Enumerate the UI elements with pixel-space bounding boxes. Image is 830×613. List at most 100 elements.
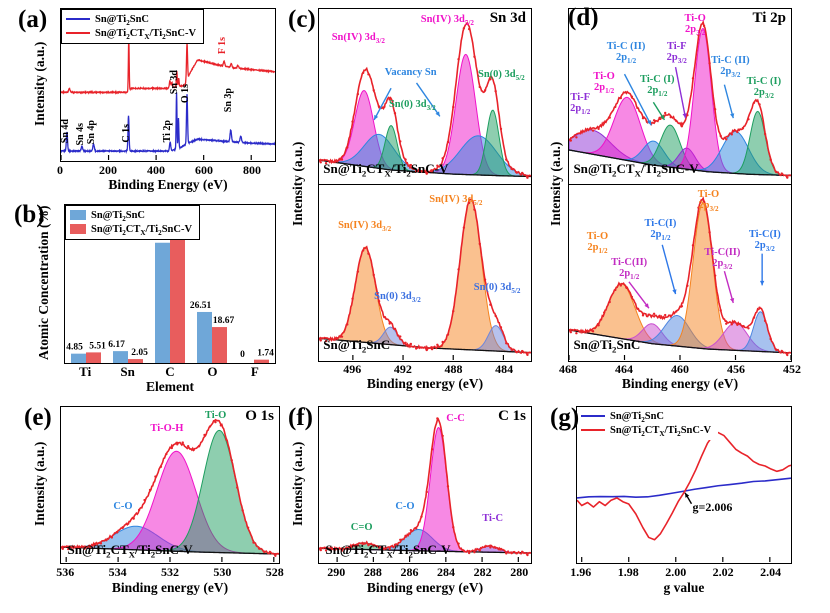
panel-g-x-ticks: 1.96 1.98 2.00 2.02 2.04 xyxy=(570,565,792,580)
legend-item: Sn@Ti2SnC xyxy=(70,208,192,222)
x-tick-label: 452 xyxy=(783,362,801,376)
peak-label: Ti-O 2p3/2 xyxy=(684,12,706,37)
category-label: F xyxy=(250,364,259,379)
x-tick-label: 468 xyxy=(559,362,577,376)
peak-label: Sn(IV) 3d5/2 xyxy=(429,193,483,207)
category-label: Ti xyxy=(79,364,92,379)
peak-label: C-O xyxy=(113,500,133,512)
legend-swatch xyxy=(70,224,86,234)
svg-text:4.85: 4.85 xyxy=(66,343,83,353)
legend-label: Sn@Ti2CTX/Ti2SnC-V xyxy=(91,223,193,237)
panel-d-bottom-plot: Ti-O 2p1/2 Ti-C(II) 2p1/2 Ti-C(I) 2p1/2 Ti-O 2p… xyxy=(568,184,792,362)
sample-label: Sn@Ti2CTX/Ti2SnC-V xyxy=(323,161,449,179)
x-tick-label: 1.98 xyxy=(617,565,639,579)
peak-label: Sn(0) 3d5/2 xyxy=(478,68,525,82)
panel-a-x-axis-label: Binding Energy (eV) xyxy=(108,177,228,192)
peak-label: Sn(IV) 3d3/2 xyxy=(331,31,385,45)
panel-a-tag: (a) xyxy=(18,6,48,33)
peak-label: Ti-C (II) 2p3/2 xyxy=(711,54,750,79)
svg-text:5.51: 5.51 xyxy=(89,341,106,351)
legend-label: Sn@Ti2CTX/Ti2SnC-V xyxy=(610,424,712,438)
svg-text:1.74: 1.74 xyxy=(257,349,274,359)
peak-label: C-C xyxy=(446,413,465,425)
panel-g-tag: (g) xyxy=(550,404,580,431)
peak-label: Ti-F 2p1/2 xyxy=(570,91,591,116)
panel-a-plot: Sn@Ti2SnC Sn@Ti2CTX/Ti2SnC-V Sn 4d Sn 4s Sn… xyxy=(60,8,276,162)
category-label: C xyxy=(165,364,175,379)
legend-swatch xyxy=(70,210,86,220)
x-tick-label: 2.02 xyxy=(712,565,734,579)
peak-label: Sn(0) 3d3/2 xyxy=(374,290,421,304)
x-tick-label: 286 xyxy=(400,565,419,579)
panel-e-x-ticks: 536 534 532 530 528 xyxy=(56,565,284,580)
peak-label: Sn(0) 3d5/2 xyxy=(473,281,521,295)
e-chart-canvas xyxy=(61,418,279,562)
panel-b: (b) Atomic Concentration (%) 4.856.1762.… xyxy=(4,196,282,402)
x-tick-label: 528 xyxy=(265,565,284,579)
panel-g: (g) Sn@Ti2SnC Sn@Ti2CTX/Ti2SnC-V g=2.006 … xyxy=(550,404,830,613)
panel-c-bottom-plot: Sn(IV) 3d3/2 Sn(0) 3d3/2 Sn(IV) 3d5/2 Sn(0)… xyxy=(318,184,532,362)
panel-d-x-ticks: 468 464 460 456 452 xyxy=(559,362,801,377)
x-tick-label: 536 xyxy=(56,565,75,579)
peak-label: Ti-O-H xyxy=(150,422,184,434)
x-tick-label: 460 xyxy=(671,362,689,376)
category-label: Sn xyxy=(120,364,135,379)
legend-swatch xyxy=(581,414,605,418)
x-tick-label: 400 xyxy=(147,163,165,177)
x-tick-label: 290 xyxy=(327,565,346,579)
legend-item: Sn@Ti2CTX/Ti2SnC-V xyxy=(66,26,196,40)
panel-f: (f) Intensity (a.u.) C 1s C=O C-O C-C Ti-C S… xyxy=(284,404,564,613)
peak-label: Ti 2p xyxy=(162,120,174,143)
panel-b-legend: Sn@Ti2SnC Sn@Ti2CTX/Ti2SnC-V xyxy=(65,205,201,240)
panel-b-plot: 4.856.1762.4726.5105.512.0572.0318.671.7… xyxy=(64,204,276,364)
peak-label: Ti-C (I) 2p3/2 xyxy=(746,75,782,100)
b-chart-canvas: 4.856.1762.4726.5105.512.0572.0318.671.7… xyxy=(66,213,274,363)
panel-e-title: O 1s xyxy=(245,408,274,424)
x-tick-label: 496 xyxy=(343,362,362,376)
panel-c: (c) Intensity (a.u.) Sn 3d Sn(IV) 3d3/2 V… xyxy=(284,2,564,402)
peak-label: Ti-O 2p1/2 xyxy=(586,230,609,255)
peak-label: C 1s xyxy=(120,124,132,143)
peak-label: Ti-C xyxy=(482,513,504,525)
legend-label: Sn@Ti2SnC xyxy=(91,209,146,223)
sample-label: Sn@Ti2SnC xyxy=(323,337,391,355)
panel-a: (a) Intensity (a.u.) Sn@Ti2SnC Sn@Ti2CTX/… xyxy=(4,2,282,196)
panel-b-x-ticks: Ti Sn C O F xyxy=(64,364,276,379)
panel-d-x-axis-label: Binding energy (eV) xyxy=(621,376,739,391)
peak-label: Sn(IV) 3d5/2 xyxy=(420,14,474,28)
panel-a-x-ticks: 0 200 400 600 800 xyxy=(57,163,276,178)
c_top-chart-canvas xyxy=(319,21,531,179)
svg-text:0: 0 xyxy=(240,350,245,360)
legend-item: Sn@Ti2SnC xyxy=(581,409,711,423)
panel-e-x-axis-label: Binding energy (eV) xyxy=(111,580,229,595)
x-tick-label: 484 xyxy=(495,362,514,376)
peak-label: Ti-C(I) 2p3/2 xyxy=(748,229,781,254)
peak-label: Ti-C(II) 2p1/2 xyxy=(611,257,648,282)
peak-label: Sn 4s xyxy=(74,123,86,146)
panel-d: (d) Intensity (a.u.) Ti 2p Ti-F 2p1/2 Ti-O… xyxy=(548,2,830,402)
d_top-chart-canvas xyxy=(569,19,791,179)
d_bot-chart-canvas xyxy=(569,196,791,360)
sample-label: Sn@Ti2CTX/Ti2SnC-V xyxy=(573,161,699,179)
x-tick-label: 0 xyxy=(57,163,63,177)
svg-text:26.51: 26.51 xyxy=(190,301,212,311)
svg-text:18.67: 18.67 xyxy=(213,316,235,326)
peak-label: Ti-C (II) 2p1/2 xyxy=(606,40,646,65)
peak-label: Sn 4p xyxy=(86,120,98,145)
sample-label: Sn@Ti2CTX/Ti2SnC-V xyxy=(325,541,451,560)
x-tick-label: 488 xyxy=(444,362,463,376)
x-tick-label: 800 xyxy=(243,163,261,177)
legend-swatch xyxy=(66,17,90,21)
x-tick-label: 530 xyxy=(213,565,232,579)
panel-c-title: Sn 3d xyxy=(489,10,526,26)
svg-text:2.05: 2.05 xyxy=(131,348,148,358)
category-label: O xyxy=(207,364,218,379)
legend-item: Sn@Ti2SnC xyxy=(66,12,196,26)
panel-f-x-axis-label: Binding energy (eV) xyxy=(366,580,484,595)
x-tick-label: 288 xyxy=(363,565,382,579)
sample-label: Sn@Ti2SnC xyxy=(573,337,641,355)
legend-label: Sn@Ti2SnC xyxy=(95,13,150,27)
legend-label: Sn@Ti2CTX/Ti2SnC-V xyxy=(95,27,197,41)
peak-label: Vacancy Sn xyxy=(384,67,437,79)
